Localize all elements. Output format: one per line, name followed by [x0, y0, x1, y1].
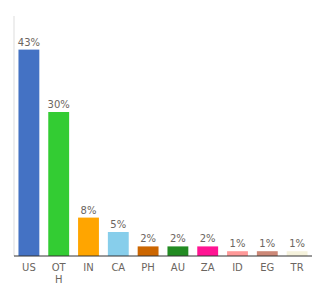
x-tick-label: IN [83, 262, 93, 273]
x-axis-line [14, 256, 312, 257]
data-label: 43% [18, 37, 40, 48]
data-label: 8% [81, 205, 97, 216]
bar [138, 246, 159, 256]
x-tick-label: ID [232, 262, 243, 273]
data-label: 30% [48, 99, 70, 110]
bar [78, 218, 99, 256]
bar [167, 246, 188, 256]
x-tick-label: EG [260, 262, 274, 273]
data-label: 1% [289, 238, 305, 249]
data-label: 1% [259, 238, 275, 249]
x-tick-label: AU [171, 262, 185, 273]
x-tick-label: US [22, 262, 36, 273]
x-tick-label: ZA [201, 262, 215, 273]
x-tick-labels: US OTH IN CA PH AU ZA ID EG TR [22, 262, 304, 285]
x-tick-label: OTH [52, 262, 67, 285]
x-tick-label: TR [290, 262, 304, 273]
data-label: 2% [140, 233, 156, 244]
y-axis-line [14, 16, 15, 256]
data-label: 2% [200, 233, 216, 244]
bar [108, 232, 129, 256]
bar [287, 251, 308, 256]
bars [18, 50, 307, 256]
bar [48, 112, 69, 256]
data-labels: 43% 30% 8% 5% 2% 2% 2% 1% 1% 1% [18, 37, 305, 250]
data-label: 2% [170, 233, 186, 244]
x-tick-label: PH [141, 262, 155, 273]
bar [227, 251, 248, 256]
bar [197, 246, 218, 256]
chart: 43% 30% 8% 5% 2% 2% 2% 1% 1% 1% US OTH IN CA PH AU ZA ID E… [0, 0, 320, 300]
data-label: 1% [230, 238, 246, 249]
bar [18, 50, 39, 256]
data-label: 5% [110, 219, 126, 230]
bar [257, 251, 278, 256]
x-tick-label: CA [111, 262, 125, 273]
